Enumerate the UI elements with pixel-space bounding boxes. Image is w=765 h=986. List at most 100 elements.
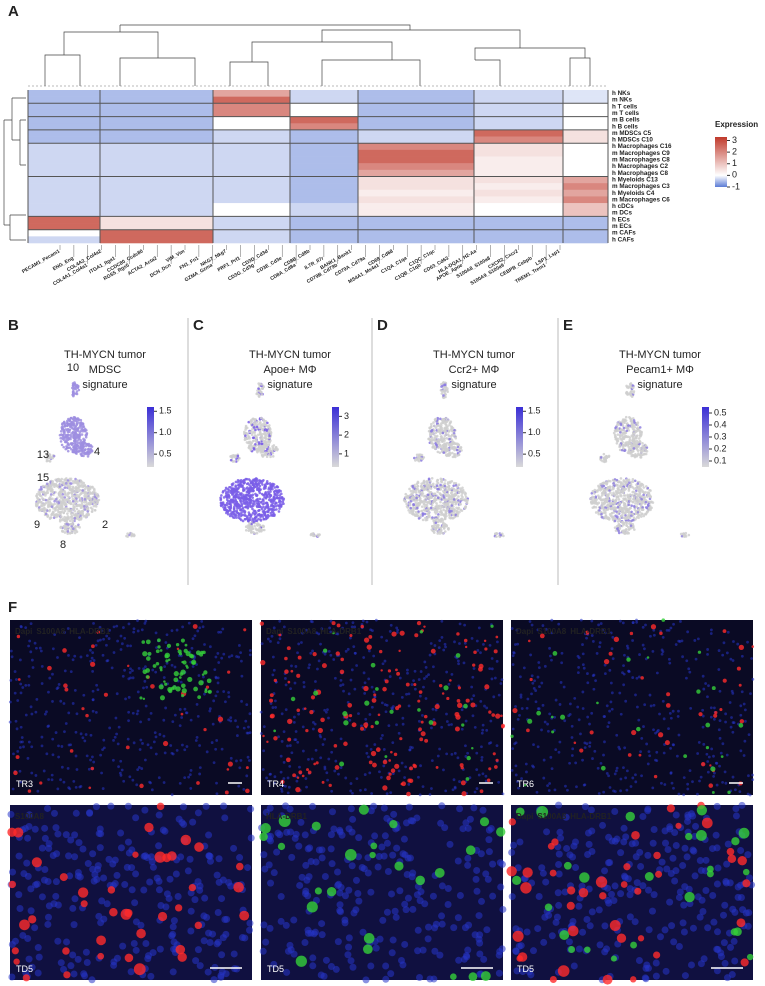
heatmap-cell xyxy=(100,170,213,177)
umap-cell xyxy=(89,449,92,452)
umap-cell xyxy=(72,527,75,530)
heatmap-cell xyxy=(28,97,100,104)
umap-cell xyxy=(76,508,79,511)
umap-cell xyxy=(415,497,418,500)
umap-cell xyxy=(629,507,632,510)
umap-cell xyxy=(627,519,630,522)
umap-cell xyxy=(614,436,617,439)
umap-cell xyxy=(237,484,240,487)
umap-cell xyxy=(420,482,423,485)
legend-tick-label: -1 xyxy=(732,181,740,191)
umap-cell xyxy=(246,427,249,430)
umap-cell xyxy=(257,509,260,512)
umap-cell xyxy=(50,502,53,505)
heatmap-cell xyxy=(358,210,474,217)
heatmap-cell xyxy=(213,97,290,104)
umap-cell xyxy=(409,511,412,514)
umap-cell xyxy=(453,429,456,432)
nucleus xyxy=(99,639,102,642)
nucleus xyxy=(154,731,157,734)
nucleus xyxy=(82,694,85,697)
umap-cell xyxy=(272,452,275,455)
heatmap-cell xyxy=(213,223,290,230)
umap-cell xyxy=(617,506,620,509)
nucleus xyxy=(192,637,195,640)
nucleus xyxy=(163,665,166,668)
nucleus xyxy=(242,788,245,791)
heatmap-cell xyxy=(213,90,290,97)
umap-cell xyxy=(72,432,75,435)
umap-cell xyxy=(628,494,631,497)
nucleus xyxy=(16,727,19,730)
umap-cell xyxy=(637,454,640,457)
panel-title: signature xyxy=(451,379,496,391)
umap-cell xyxy=(263,511,266,514)
umap-cell xyxy=(437,428,440,431)
umap-cell xyxy=(458,454,461,457)
umap-cell xyxy=(73,447,76,450)
umap-cell xyxy=(619,431,622,434)
umap-cell xyxy=(238,517,241,520)
umap-cell xyxy=(254,434,257,437)
nucleus xyxy=(16,699,19,702)
umap-cell xyxy=(640,483,643,486)
umap-cell xyxy=(442,513,445,516)
umap-cell xyxy=(633,505,636,508)
umap-cell xyxy=(267,507,270,510)
heatmap-cell xyxy=(358,130,474,137)
umap-cell xyxy=(642,494,645,497)
heatmap-cell xyxy=(290,110,358,117)
umap-cell xyxy=(71,427,74,430)
umap-cell xyxy=(80,480,83,483)
umap-cell xyxy=(66,437,69,440)
nucleus xyxy=(198,674,201,677)
umap-cell xyxy=(623,494,626,497)
nucleus xyxy=(20,726,23,729)
umap-cell xyxy=(633,442,636,445)
umap-cell xyxy=(220,504,223,507)
nucleus xyxy=(215,739,218,742)
heatmap xyxy=(28,90,608,243)
heatmap-cell xyxy=(474,176,563,183)
umap-cell xyxy=(639,507,642,510)
nucleus xyxy=(47,778,50,781)
umap-cell xyxy=(446,390,449,393)
heatmap-cell xyxy=(213,176,290,183)
umap-cell xyxy=(499,534,502,537)
umap-cell xyxy=(431,429,434,432)
umap-cell xyxy=(312,534,315,537)
umap-cell xyxy=(245,487,248,490)
nucleus xyxy=(64,669,67,672)
umap-cell xyxy=(126,532,129,535)
heatmap-cell xyxy=(290,203,358,210)
umap-cell xyxy=(262,500,265,503)
umap-cell xyxy=(79,493,82,496)
umap-cell xyxy=(631,513,634,516)
umap-cell xyxy=(607,503,610,506)
umap-cell xyxy=(444,479,447,482)
umap-cell xyxy=(248,488,251,491)
nucleus xyxy=(208,710,211,713)
umap-cell xyxy=(445,524,448,527)
umap-cell xyxy=(442,394,445,397)
umap-cell xyxy=(63,504,66,507)
umap-cell xyxy=(251,517,254,520)
nucleus xyxy=(171,664,174,667)
umap-cell xyxy=(444,396,447,399)
umap-cell xyxy=(53,485,56,488)
umap-cell xyxy=(266,422,269,425)
umap-cell xyxy=(632,478,635,481)
umap-cell xyxy=(263,494,266,497)
umap-cell xyxy=(620,428,623,431)
umap-cell xyxy=(445,489,448,492)
umap-cell xyxy=(73,440,76,443)
heatmap-cell xyxy=(290,123,358,130)
umap-cell xyxy=(68,492,71,495)
umap-cell xyxy=(49,457,52,460)
umap-cell xyxy=(445,425,448,428)
nucleus xyxy=(46,725,49,728)
umap-cell xyxy=(248,445,251,448)
umap-cell xyxy=(624,435,627,438)
umap-cell xyxy=(431,437,434,440)
heatmap-cell xyxy=(28,137,100,144)
